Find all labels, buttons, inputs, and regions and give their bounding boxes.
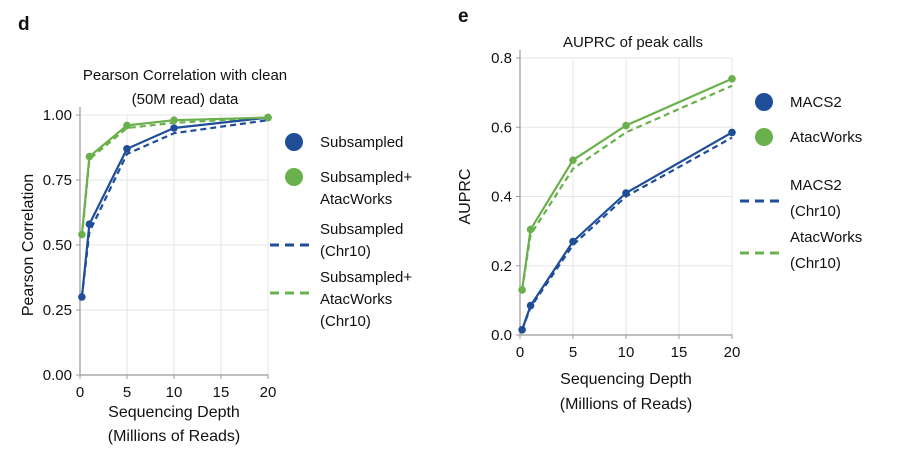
data-point — [264, 113, 272, 122]
legend-label: MACS2 — [790, 177, 842, 194]
legend-label: AtacWorks — [790, 229, 862, 246]
data-point — [622, 189, 630, 197]
data-point — [526, 225, 535, 234]
data-point — [123, 121, 131, 130]
series-line-subsampled-atacworks — [80, 116, 269, 235]
x-axis-label: (Millions of Reads) — [108, 428, 240, 445]
chart-panel-e: AUPRC of peak calls 0.0 0.2 0.4 0.6 0.8 0 5 10 15… — [457, 34, 862, 413]
series-line-subsampled — [80, 116, 269, 298]
legend-label: AtacWorks — [320, 191, 392, 208]
data-point — [78, 293, 86, 301]
x-tick-label: 0 — [516, 344, 524, 361]
legend-label: (Chr10) — [790, 203, 841, 220]
legend-label: Subsampled+ — [320, 169, 412, 186]
chart-title: AUPRC of peak calls — [563, 34, 703, 51]
legend-marker — [755, 128, 773, 146]
legend-label: (Chr10) — [790, 255, 841, 272]
legend-label: (Chr10) — [320, 313, 371, 330]
panel-label-e: e — [458, 6, 469, 27]
data-point — [569, 156, 577, 164]
data-point — [728, 74, 736, 83]
series-line-atacworks-chr10- — [521, 84, 733, 291]
legend-marker — [755, 93, 773, 111]
data-point — [123, 145, 131, 153]
legend-label: MACS2 — [790, 94, 842, 111]
x-axis-label: Sequencing Depth — [108, 404, 240, 421]
y-tick-label: 0.8 — [491, 50, 512, 67]
x-tick-label: 5 — [569, 344, 577, 361]
chart-title: Pearson Correlation with clean — [83, 67, 287, 84]
data-point — [728, 128, 736, 137]
y-tick-label: 0.00 — [43, 367, 72, 384]
series-line-atacworks — [521, 77, 733, 291]
x-tick-label: 20 — [724, 344, 741, 361]
x-axis-label: (Millions of Reads) — [560, 396, 692, 413]
y-tick-label: 0.75 — [43, 172, 72, 189]
y-tick-label: 0.25 — [43, 302, 72, 319]
y-tick-label: 0.2 — [491, 258, 512, 275]
y-tick-label: 1.00 — [43, 107, 72, 124]
x-tick-label: 20 — [260, 384, 277, 401]
y-tick-label: 0.6 — [491, 119, 512, 136]
data-point — [622, 121, 630, 130]
data-point — [569, 237, 577, 246]
data-point — [85, 220, 94, 228]
legend-label: Subsampled — [320, 221, 403, 238]
series-line-macs2 — [521, 131, 733, 331]
x-tick-label: 15 — [671, 344, 688, 361]
series-line-subsampled-atacworks-chr10- — [80, 116, 269, 238]
legend-label: Subsampled — [320, 134, 403, 151]
data-point — [518, 286, 526, 294]
legend-label: Subsampled+ — [320, 269, 412, 286]
data-point — [170, 124, 178, 132]
legend-marker — [285, 133, 303, 151]
legend-label: AtacWorks — [790, 129, 862, 146]
data-point — [518, 326, 526, 334]
y-tick-label: 0.4 — [491, 189, 512, 206]
data-point — [526, 301, 535, 310]
legend-label: AtacWorks — [320, 291, 392, 308]
x-tick-label: 10 — [618, 344, 635, 361]
y-axis-label: AUPRC — [457, 168, 474, 224]
y-tick-label: 0.50 — [43, 237, 72, 254]
legend-label: (Chr10) — [320, 243, 371, 260]
chart-panel-d: Pearson Correlation with clean (50M read)… — [20, 67, 412, 445]
legend-marker — [285, 168, 303, 186]
series-line-macs2-chr10- — [521, 136, 733, 331]
x-tick-label: 0 — [76, 384, 84, 401]
chart-title: (50M read) data — [132, 91, 239, 108]
panel-label-d: d — [18, 14, 30, 35]
y-axis-label: Pearson Correlation — [20, 174, 37, 316]
y-tick-label: 0.0 — [491, 327, 512, 344]
x-tick-label: 10 — [166, 384, 183, 401]
data-point — [85, 152, 94, 161]
x-axis-label: Sequencing Depth — [560, 371, 692, 388]
x-tick-label: 15 — [213, 384, 230, 401]
x-tick-label: 5 — [123, 384, 131, 401]
data-point — [170, 116, 178, 124]
data-point — [78, 230, 86, 239]
series-line-subsampled-chr10- — [80, 119, 269, 298]
